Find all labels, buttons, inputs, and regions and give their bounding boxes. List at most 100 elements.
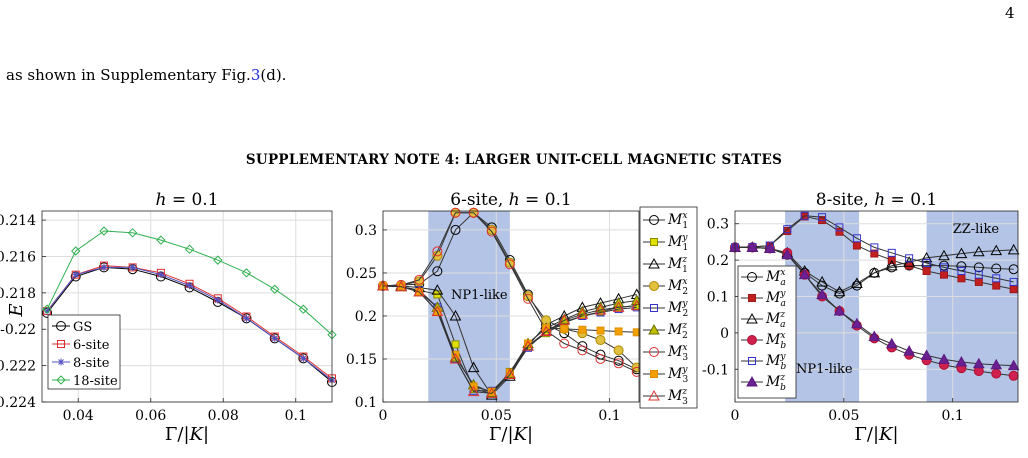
data-point (594, 303, 607, 315)
phase-annotation: NP1-like (451, 288, 508, 303)
data-point (851, 317, 863, 329)
data-point (973, 262, 984, 273)
data-point (449, 352, 462, 364)
legend-label: 6-site (73, 338, 110, 353)
x-tick-label: 0.1 (285, 408, 307, 424)
shaded-phase-region (785, 211, 860, 402)
legend-label: Mx 3 (667, 343, 688, 363)
body-text: as shown in Supplementary Fig.3(d). (6, 66, 286, 84)
data-point (432, 246, 443, 257)
axes-frame (734, 210, 1019, 403)
legend-marker (648, 257, 660, 269)
data-point (903, 345, 916, 356)
data-point (467, 385, 480, 397)
data-point (613, 358, 624, 369)
y-tick-label: 0 (720, 326, 729, 342)
data-point (816, 275, 828, 287)
data-point (851, 277, 863, 288)
data-point (868, 266, 881, 278)
legend-marker (748, 357, 756, 365)
data-point (269, 333, 280, 344)
legend-marker (748, 294, 756, 302)
legend-marker (57, 340, 65, 348)
series-18-site (42, 226, 337, 340)
x-tick-label: 0.04 (63, 408, 94, 424)
data-point (100, 263, 108, 271)
y-tick-label: 0.15 (346, 352, 377, 368)
phase-annotation: NP1-like (796, 362, 853, 377)
data-point (486, 226, 497, 237)
x-tick-label: 0.05 (828, 408, 859, 424)
data-point (577, 345, 588, 356)
data-point (596, 326, 605, 335)
data-point (920, 349, 933, 360)
legend-marker (650, 304, 658, 312)
data-point (974, 270, 983, 279)
data-point (818, 213, 827, 222)
data-point (870, 249, 879, 258)
y-tick-label: -0.214 (0, 213, 36, 229)
data-point (992, 274, 1001, 283)
data-point (413, 285, 426, 297)
legend-marker (747, 335, 757, 345)
legend-label: Mz 2 (667, 321, 688, 341)
data-point (852, 241, 861, 250)
figure-reference-link[interactable]: 3 (250, 66, 261, 84)
legend: Mx aMy aMz aMx bMy bMz b (737, 265, 797, 399)
axes-frame (41, 210, 333, 403)
data-point (72, 271, 80, 279)
data-point (938, 249, 950, 261)
body-text-after: (d). (260, 66, 287, 84)
data-point (186, 282, 194, 290)
y-tick-label: 0.1 (355, 395, 377, 411)
legend-marker (650, 238, 658, 246)
data-point (1007, 359, 1020, 371)
legend-marker (649, 215, 659, 225)
page-number: 4 (1005, 4, 1015, 22)
data-point (504, 259, 515, 270)
data-point (468, 207, 479, 218)
legend-marker (746, 375, 758, 387)
data-point (938, 353, 950, 364)
data-point (1007, 243, 1020, 255)
data-point (833, 285, 846, 297)
y-tick-label: -0.218 (0, 286, 36, 302)
data-point (157, 271, 165, 279)
section-heading: SUPPLEMENTARY NOTE 4: LARGER UNIT-CELL M… (245, 152, 783, 168)
y-tick-label: -0.216 (0, 249, 36, 265)
data-point (241, 313, 252, 324)
data-point (783, 225, 792, 234)
data-point (972, 245, 985, 257)
data-point (213, 255, 223, 265)
data-point (395, 280, 407, 292)
y-tick-label: -0.1 (702, 362, 729, 378)
data-point (835, 223, 844, 232)
panel-title: 8-site, h = 0.1 (816, 190, 937, 210)
data-point (613, 355, 624, 366)
data-point (833, 305, 846, 316)
series-Mzb (729, 241, 1020, 371)
legend-label: Mx 1 (667, 211, 688, 231)
data-point (614, 327, 623, 336)
y-tick-label: -0.224 (0, 395, 36, 411)
series-line (382, 212, 637, 373)
data-point (298, 304, 309, 314)
legend-label: 8-site (73, 356, 110, 371)
legend-marker (648, 389, 660, 401)
data-point (449, 309, 462, 321)
data-point (920, 251, 933, 263)
x-tick-label: 0.08 (208, 408, 239, 424)
x-axis-label: Γ/|K| (165, 424, 209, 445)
data-point (450, 224, 461, 235)
data-point (885, 259, 898, 271)
data-point (870, 243, 879, 252)
legend: Mx 1My 1Mz 1Mx 2My 2Mz 2Mx 3My 3Mz 3 (639, 206, 698, 409)
legend-marker (649, 281, 659, 291)
data-point (271, 334, 279, 342)
panel-title: 6-site, h = 0.1 (450, 190, 571, 210)
data-point (957, 274, 966, 283)
data-point (612, 301, 625, 312)
legend-label: Mz a (765, 310, 785, 330)
data-point (451, 340, 460, 349)
data-point (43, 307, 51, 315)
